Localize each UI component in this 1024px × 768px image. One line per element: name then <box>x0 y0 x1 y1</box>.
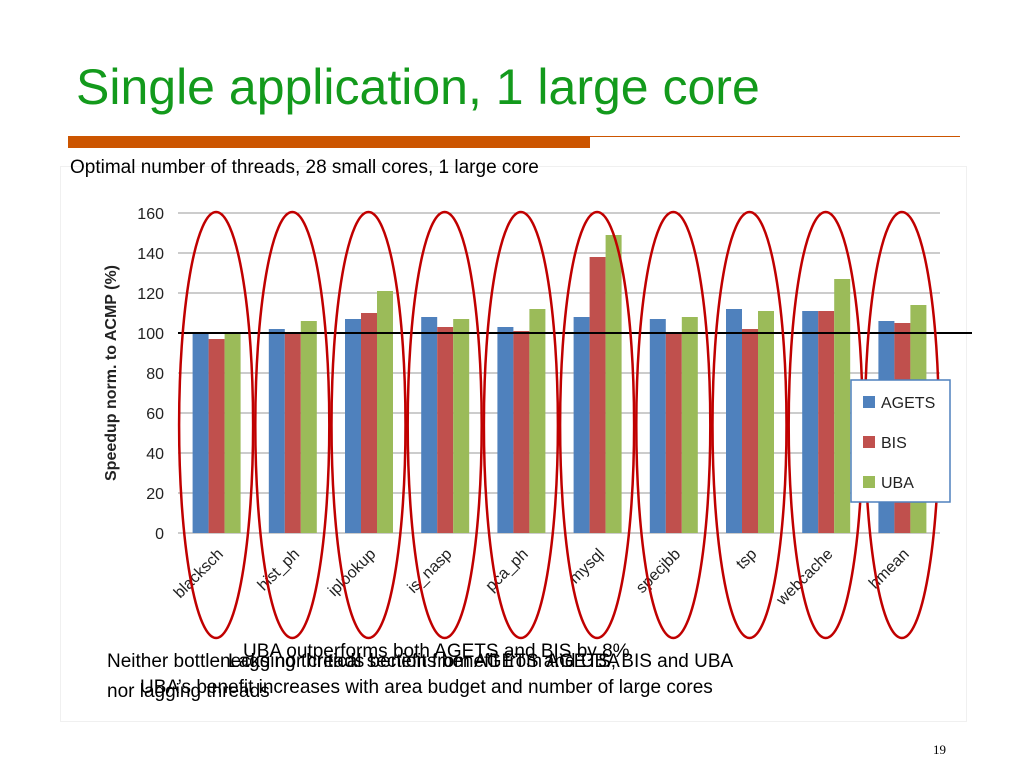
note: nor lagging threads <box>107 681 270 702</box>
bar <box>268 329 285 533</box>
highlight-ellipse <box>711 210 788 640</box>
bar <box>834 279 851 533</box>
bar <box>742 329 758 533</box>
bar <box>377 291 393 533</box>
y-tick-label: 40 <box>146 446 164 463</box>
bar <box>497 327 514 533</box>
y-tick-label: 120 <box>137 286 164 303</box>
bar <box>726 309 742 533</box>
y-axis-label: Speedup norm. to ACMP (%) <box>103 265 120 481</box>
legend-swatch <box>863 436 875 448</box>
bar <box>284 333 301 533</box>
bar <box>529 309 546 533</box>
highlight-ellipse <box>406 210 483 640</box>
highlight-ellipse <box>330 210 407 640</box>
bar <box>605 235 622 533</box>
legend-label: UBA <box>881 475 914 492</box>
bar <box>192 333 209 533</box>
bar <box>573 317 590 533</box>
note: Lagging threads benefit from AGETS and U… <box>228 651 620 672</box>
y-tick-label: 20 <box>146 486 164 503</box>
note: UBA’s benefit increases with area budget… <box>140 677 713 698</box>
bar <box>802 311 819 533</box>
legend-swatch <box>863 476 875 488</box>
note: UBA outperforms both AGETS and BIS by 8% <box>243 641 630 662</box>
y-tick-label: 140 <box>137 246 164 263</box>
page-number: 19 <box>933 742 946 757</box>
bar <box>224 333 241 533</box>
bar <box>208 339 225 533</box>
bar <box>589 257 606 533</box>
bar <box>818 311 835 533</box>
title-rule <box>590 136 960 137</box>
y-tick-label: 80 <box>146 366 164 383</box>
legend-label: BIS <box>881 435 907 452</box>
x-tick-label: blacksch <box>171 546 227 602</box>
x-tick-label: iplookup <box>325 546 379 600</box>
note: Neither bottlenecks nor critical section… <box>107 651 734 672</box>
chart-frame <box>60 166 967 722</box>
bar <box>665 333 682 533</box>
highlight-ellipse <box>254 210 331 640</box>
x-tick-label: is_nasp <box>405 546 456 597</box>
y-tick-label: 0 <box>155 526 164 543</box>
y-tick-label: 100 <box>137 326 164 343</box>
bar <box>513 331 530 533</box>
x-tick-label: pca_ph <box>483 546 532 595</box>
y-tick-label: 160 <box>137 206 164 223</box>
y-tick-label: 60 <box>146 406 164 423</box>
highlight-ellipse <box>558 210 636 640</box>
bar <box>681 317 698 533</box>
highlight-ellipse <box>635 210 712 640</box>
bar <box>453 319 470 533</box>
legend-label: AGETS <box>881 395 935 412</box>
legend-swatch <box>863 396 875 408</box>
bar <box>300 321 317 533</box>
bar <box>361 313 377 533</box>
x-tick-label: specjbb <box>633 546 684 597</box>
chart-title: Optimal number of threads, 28 small core… <box>70 157 539 178</box>
slide-title: Single application, 1 large core <box>76 59 760 115</box>
highlight-ellipse <box>482 210 560 640</box>
bar <box>421 317 438 533</box>
x-tick-label: tsp <box>733 546 760 573</box>
highlight-ellipse <box>177 210 255 640</box>
title-bar <box>68 136 590 148</box>
bar <box>758 311 774 533</box>
bar <box>437 327 454 533</box>
bar <box>345 319 361 533</box>
bar <box>649 319 666 533</box>
